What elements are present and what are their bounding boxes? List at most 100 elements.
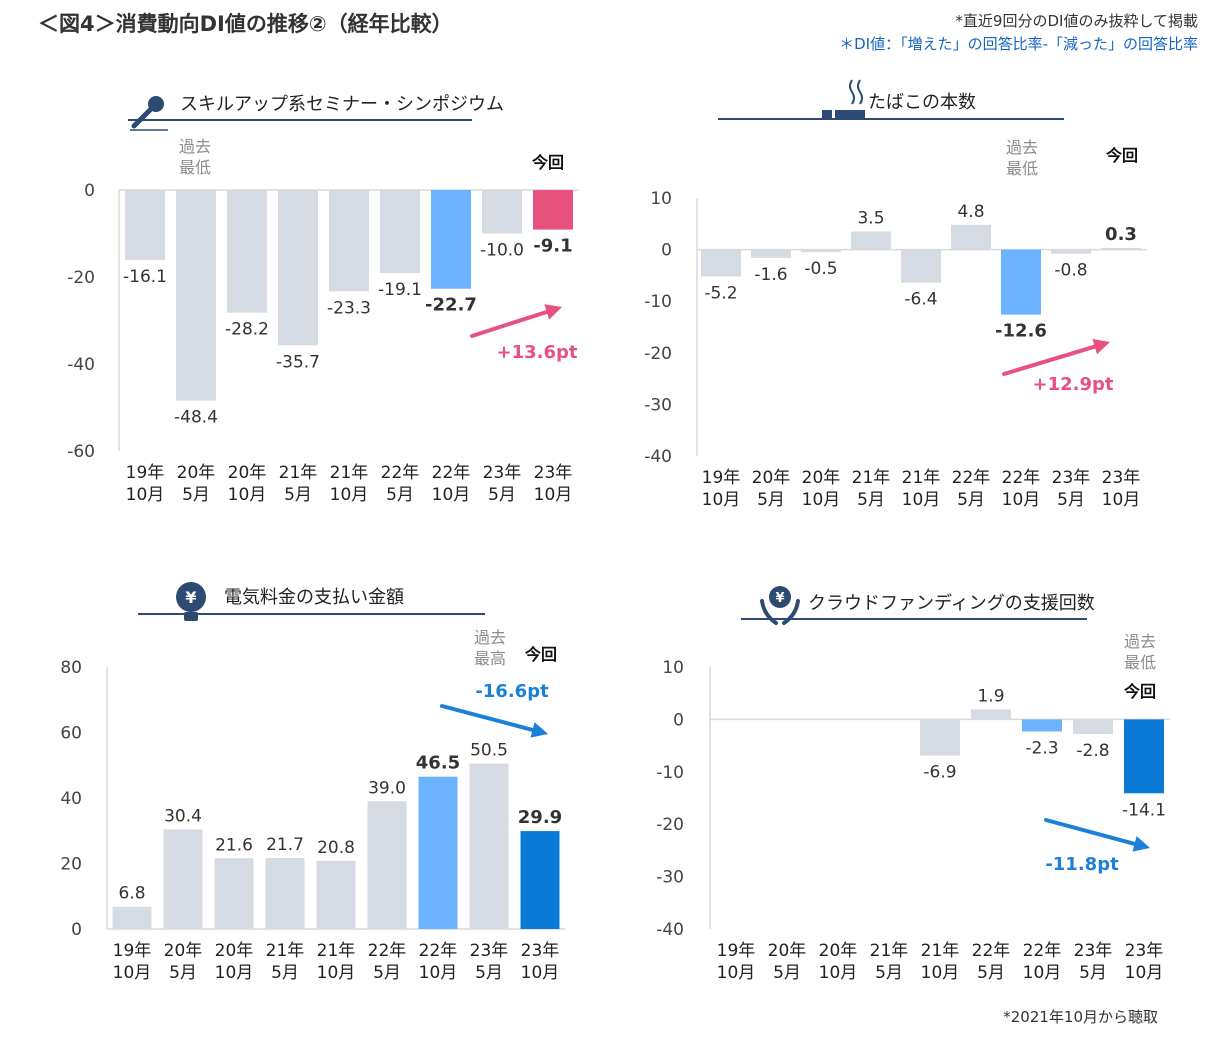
x-tick-label-line: 10月 [1023,963,1062,983]
data-label: -14.1 [1122,800,1166,820]
bar [1073,719,1113,735]
chart-panel-3: ¥ 電気料金の支払い金額8060402006.819年10月30.420年5月21… [60,582,566,983]
yen-icon: ¥ [775,591,784,606]
x-tick-label-line: 22年 [972,941,1011,961]
change-arrow-head [1132,836,1150,852]
x-tick-label-line: 10月 [534,485,573,505]
x-tick-label-line: 21年 [266,941,305,961]
y-tick-label: -10 [644,292,672,312]
data-label: -16.1 [123,267,167,287]
bar [431,190,471,289]
bar [469,763,509,929]
x-tick-label-line: 23年 [1052,468,1091,488]
record-marker-line: 過去 [179,137,211,156]
chart-panel-4: ¥ クラウドファンディングの支援回数100-10-20-30-4019年10月20… [656,586,1170,983]
y-tick-label: 0 [71,920,82,940]
x-tick-label-line: 20年 [819,941,858,961]
data-label: 39.0 [368,778,406,798]
x-tick-label-line: 23年 [521,941,560,961]
data-label: -6.9 [923,763,956,783]
y-tick-label: -40 [67,355,95,375]
y-tick-label: 10 [662,658,684,678]
x-tick-label-line: 22年 [1002,468,1041,488]
change-arrow [470,308,554,338]
change-label: +13.6pt [497,342,578,363]
cigarette-icon-body [835,110,865,118]
x-tick-label-line: 22年 [952,468,991,488]
x-tick-label-line: 10月 [432,485,471,505]
x-tick-label-line: 19年 [113,941,152,961]
data-label: 50.5 [470,741,508,761]
x-tick-label-line: 10月 [1102,490,1141,510]
record-marker-line: 最低 [179,158,211,177]
change-arrow-head [1092,338,1110,355]
x-tick-label-line: 23年 [1102,468,1141,488]
y-tick-label: -20 [644,344,672,364]
x-tick-label-line: 10月 [819,963,858,983]
record-marker-line: 最低 [1006,159,1038,178]
bar [329,190,369,292]
x-tick-label-line: 20年 [228,463,267,483]
x-tick-label-line: 21年 [852,468,891,488]
data-label: 20.8 [317,838,355,858]
data-label: -9.1 [533,236,572,257]
data-label: -48.4 [174,408,218,428]
change-arrow-head [544,304,562,320]
x-tick-label-line: 22年 [419,941,458,961]
data-label: -0.8 [1054,261,1087,281]
y-tick-label: 60 [60,724,82,744]
x-tick-label-line: 5月 [977,963,1005,983]
data-label: -35.7 [276,352,320,372]
y-tick-label: 0 [84,181,95,201]
data-label: 21.6 [215,835,253,855]
x-tick-label-line: 5月 [1057,490,1085,510]
data-label: -10.0 [480,241,524,261]
x-tick-label-line: 5月 [284,485,312,505]
bar [265,857,305,929]
y-tick-label: 0 [661,241,672,261]
bar [1124,719,1164,794]
x-tick-label: 21年10月 [330,463,369,505]
x-tick-label-line: 21年 [902,468,941,488]
bar [520,831,560,929]
x-tick-label-line: 5月 [475,963,503,983]
x-tick-label-line: 10月 [419,963,458,983]
x-tick-label-line: 20年 [768,941,807,961]
x-tick-label-line: 23年 [483,463,522,483]
x-tick-label-line: 23年 [1125,941,1164,961]
data-label: -2.8 [1076,741,1109,761]
footnote: *2021年10月から聴取 [1003,1008,1158,1026]
x-tick-label-line: 10月 [921,963,960,983]
bar [801,249,841,253]
bar [851,231,891,250]
bar [367,801,407,929]
lightbulb-icon-glass [176,582,206,612]
record-marker-line: 過去 [1006,138,1038,157]
change-arrow [1044,818,1140,847]
x-tick-label-line: 19年 [126,463,165,483]
y-tick-label: 10 [650,189,672,209]
data-label: 6.8 [118,884,145,904]
excerpt-note: *直近9回分のDI値のみ抜粋して掲載 [955,12,1198,30]
y-tick-label: -60 [67,442,95,462]
x-tick-label-line: 10月 [702,490,741,510]
y-tick-label: -10 [656,763,684,783]
chart-panel-1: スキルアップ系セミナー・シンポジウム0-20-40-60-16.119年10月-… [67,94,579,505]
bar [316,860,356,929]
x-tick-label-line: 10月 [717,963,756,983]
change-label: -16.6pt [475,681,549,702]
